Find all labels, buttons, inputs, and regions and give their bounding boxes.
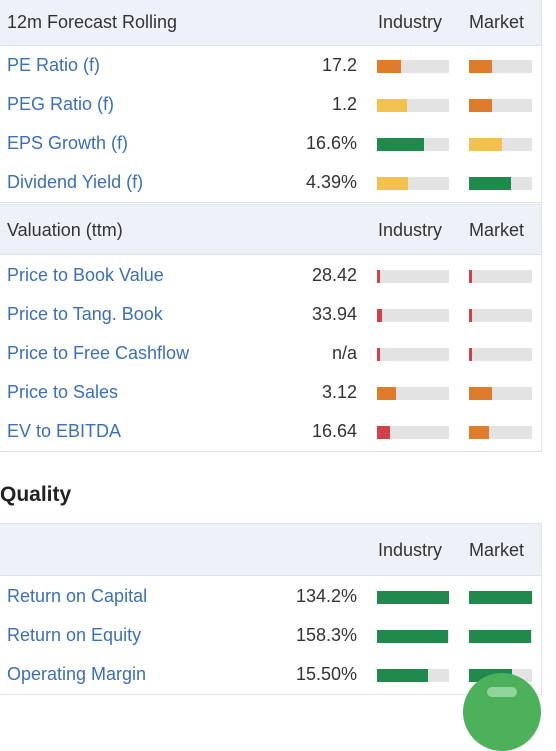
metric-link-ev-to-ebitda[interactable]: EV to EBITDA bbox=[7, 421, 122, 441]
forecast-header: 12m Forecast Rolling Industry Market bbox=[0, 0, 541, 46]
table-row: Price to Sales 3.12 bbox=[0, 373, 541, 412]
market-bar-fill bbox=[469, 591, 532, 604]
industry-comparison-bar bbox=[377, 60, 449, 73]
valuation-header: Valuation (ttm) Industry Market bbox=[0, 204, 541, 255]
industry-comparison-bar bbox=[377, 387, 449, 400]
industry-comparison-bar bbox=[377, 669, 449, 682]
metric-value: n/a bbox=[331, 343, 357, 363]
market-column-header: Market bbox=[469, 12, 525, 32]
market-comparison-bar bbox=[469, 60, 532, 73]
industry-bar-fill bbox=[377, 99, 408, 112]
metric-link-eps-growth-f[interactable]: EPS Growth (f) bbox=[7, 133, 129, 153]
table-row: Return on Equity 158.3% bbox=[0, 616, 541, 655]
valuation-panel: Valuation (ttm) Industry Market Price to… bbox=[0, 204, 542, 452]
metric-link-pe-ratio-f[interactable]: PE Ratio (f) bbox=[7, 55, 101, 75]
market-comparison-bar bbox=[469, 426, 532, 439]
metric-link-return-on-equity[interactable]: Return on Equity bbox=[7, 625, 142, 645]
market-bar-fill bbox=[469, 426, 490, 439]
metric-link-return-on-capital[interactable]: Return on Capital bbox=[7, 586, 148, 606]
table-row: Return on Capital 134.2% bbox=[0, 577, 541, 616]
metric-link-peg-ratio-f[interactable]: PEG Ratio (f) bbox=[7, 94, 115, 114]
market-bar-fill bbox=[469, 348, 472, 361]
market-bar-fill bbox=[469, 630, 531, 643]
market-comparison-bar bbox=[469, 387, 532, 400]
market-comparison-bar bbox=[469, 99, 532, 112]
industry-bar-fill bbox=[377, 591, 449, 604]
industry-bar-fill bbox=[377, 669, 429, 682]
metric-link-price-to-tang-book[interactable]: Price to Tang. Book bbox=[7, 304, 163, 324]
industry-bar-fill bbox=[377, 270, 380, 283]
forecast-panel: 12m Forecast Rolling Industry Market PE … bbox=[0, 0, 542, 203]
market-comparison-bar bbox=[469, 270, 532, 283]
metric-value: 3.12 bbox=[321, 382, 357, 402]
metric-value: 1.2 bbox=[331, 94, 357, 114]
industry-bar-fill bbox=[377, 348, 380, 361]
metric-link-dividend-yield-f[interactable]: Dividend Yield (f) bbox=[7, 172, 144, 192]
industry-comparison-bar bbox=[377, 630, 449, 643]
metric-link-price-to-sales[interactable]: Price to Sales bbox=[7, 382, 119, 402]
market-bar-fill bbox=[469, 177, 512, 190]
industry-column-header: Industry bbox=[378, 12, 443, 32]
table-row: Price to Free Cashflow n/a bbox=[0, 334, 541, 373]
industry-bar-fill bbox=[377, 387, 396, 400]
table-row: Operating Margin 15.50% bbox=[0, 655, 541, 694]
industry-bar-fill bbox=[377, 630, 449, 643]
industry-comparison-bar bbox=[377, 99, 449, 112]
market-comparison-bar bbox=[469, 138, 532, 151]
market-comparison-bar bbox=[469, 630, 532, 643]
metric-value: 28.42 bbox=[311, 265, 357, 285]
table-row: Price to Book Value 28.42 bbox=[0, 256, 541, 295]
metric-value: 158.3% bbox=[295, 625, 357, 645]
industry-bar-fill bbox=[377, 177, 408, 190]
quality-header: Industry Market bbox=[0, 524, 541, 576]
industry-comparison-bar bbox=[377, 348, 449, 361]
market-bar-fill bbox=[469, 60, 493, 73]
metric-value: 134.2% bbox=[295, 586, 357, 606]
industry-comparison-bar bbox=[377, 591, 449, 604]
chat-icon bbox=[487, 687, 517, 697]
metric-link-operating-margin[interactable]: Operating Margin bbox=[7, 664, 147, 684]
table-row: EV to EBITDA 16.64 bbox=[0, 412, 541, 451]
metric-value: 16.64 bbox=[311, 421, 357, 441]
market-comparison-bar bbox=[469, 309, 532, 322]
metric-value: 4.39% bbox=[305, 172, 357, 192]
metric-link-price-to-book-value[interactable]: Price to Book Value bbox=[7, 265, 164, 285]
industry-comparison-bar bbox=[377, 177, 449, 190]
metric-value: 33.94 bbox=[311, 304, 357, 324]
metric-value: 16.6% bbox=[305, 133, 357, 153]
metric-value: 17.2 bbox=[321, 55, 357, 75]
industry-column-header: Industry bbox=[378, 540, 443, 560]
industry-comparison-bar bbox=[377, 270, 449, 283]
market-comparison-bar bbox=[469, 177, 532, 190]
industry-comparison-bar bbox=[377, 426, 449, 439]
forecast-title: 12m Forecast Rolling bbox=[7, 12, 178, 32]
market-column-header: Market bbox=[469, 540, 525, 560]
industry-bar-fill bbox=[377, 426, 390, 439]
quality-panel: Industry Market Return on Capital 134.2% R… bbox=[0, 523, 542, 695]
market-comparison-bar bbox=[469, 591, 532, 604]
industry-column-header: Industry bbox=[378, 220, 443, 240]
industry-bar-fill bbox=[377, 309, 383, 322]
table-row: Price to Tang. Book 33.94 bbox=[0, 295, 541, 334]
valuation-title: Valuation (ttm) bbox=[7, 220, 123, 240]
chat-fab-button[interactable] bbox=[463, 673, 541, 751]
market-column-header: Market bbox=[469, 220, 525, 240]
industry-comparison-bar bbox=[377, 138, 449, 151]
table-row: PE Ratio (f) 17.2 bbox=[0, 46, 541, 85]
market-bar-fill bbox=[469, 387, 492, 400]
market-bar-fill bbox=[469, 99, 493, 112]
table-row: EPS Growth (f) 16.6% bbox=[0, 124, 541, 163]
quality-section-title: Quality bbox=[0, 483, 72, 506]
market-bar-fill bbox=[469, 309, 472, 322]
table-row: Dividend Yield (f) 4.39% bbox=[0, 163, 541, 202]
industry-bar-fill bbox=[377, 138, 424, 151]
metric-value: 15.50% bbox=[295, 664, 357, 684]
market-bar-fill bbox=[469, 270, 472, 283]
industry-bar-fill bbox=[377, 60, 401, 73]
industry-comparison-bar bbox=[377, 309, 449, 322]
market-bar-fill bbox=[469, 138, 503, 151]
table-row: PEG Ratio (f) 1.2 bbox=[0, 85, 541, 124]
metric-link-price-to-free-cashflow[interactable]: Price to Free Cashflow bbox=[7, 343, 190, 363]
market-comparison-bar bbox=[469, 348, 532, 361]
